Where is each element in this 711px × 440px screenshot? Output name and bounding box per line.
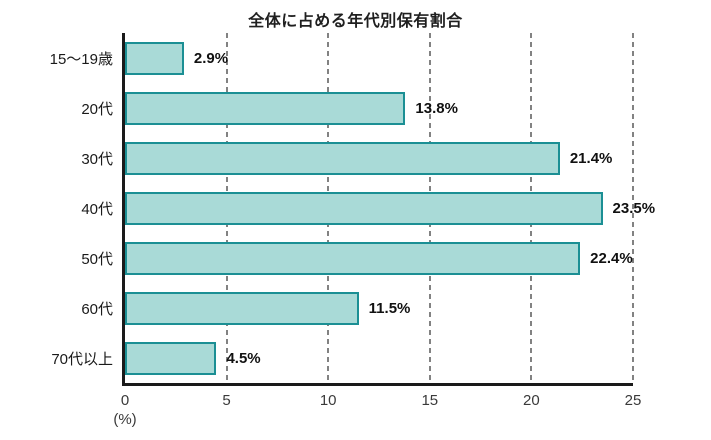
category-label: 70代以上 (51, 350, 113, 368)
value-label: 13.8% (415, 99, 458, 117)
bar (125, 191, 603, 225)
x-tick-label: 20 (523, 392, 540, 409)
bar-row: 13.8% (125, 83, 633, 133)
value-label: 23.5% (612, 199, 656, 217)
bar (125, 91, 406, 125)
bar-row: 21.4% (125, 133, 633, 183)
category-label: 50代 (81, 250, 113, 268)
category-labels: 15〜19歳 20代 30代 40代 50代 60代 70代以上 (0, 33, 122, 383)
value-label: 21.4% (569, 149, 613, 167)
bar (125, 141, 560, 175)
chart-title: 全体に占める年代別保有割合 (248, 13, 463, 30)
plot-area: 2.9% 13.8% 21.4% 23.5% 22.4% 11.5% 4.5% (122, 33, 655, 386)
x-tick-label: 0 (120, 392, 130, 409)
x-axis-unit-label: (%) (113, 411, 137, 428)
bar-row: 2.9% (125, 33, 633, 83)
x-tick-label: 5 (222, 392, 231, 409)
category-label: 40代 (81, 200, 113, 218)
bar (125, 41, 184, 75)
bar-row: 22.4% (125, 233, 633, 283)
bar-row: 4.5% (125, 333, 633, 383)
x-axis: 0 5 10 15 20 25 (%) (113, 386, 641, 438)
bar-row: 11.5% (125, 283, 633, 333)
x-tick-label: 25 (624, 392, 642, 409)
x-tick-label: 15 (421, 392, 439, 409)
gridline (632, 33, 634, 383)
bar-row: 23.5% (125, 183, 655, 233)
chart-body: 15〜19歳 20代 30代 40代 50代 60代 70代以上 2.9% 13.8% 21.4… (0, 33, 711, 386)
category-label: 30代 (81, 150, 113, 168)
value-label: 2.9% (193, 49, 229, 67)
value-label: 11.5% (368, 299, 411, 317)
bar (125, 241, 581, 275)
value-label: 4.5% (226, 349, 261, 367)
x-tick-label: 10 (319, 392, 337, 409)
bar (125, 291, 359, 325)
bar-rows: 2.9% 13.8% 21.4% 23.5% 22.4% 11.5% 4.5% (125, 33, 655, 383)
category-label: 20代 (81, 100, 113, 118)
bar (125, 341, 217, 375)
category-label: 15〜19歳 (49, 50, 113, 68)
value-label: 22.4% (590, 249, 633, 267)
category-label: 60代 (81, 300, 113, 318)
